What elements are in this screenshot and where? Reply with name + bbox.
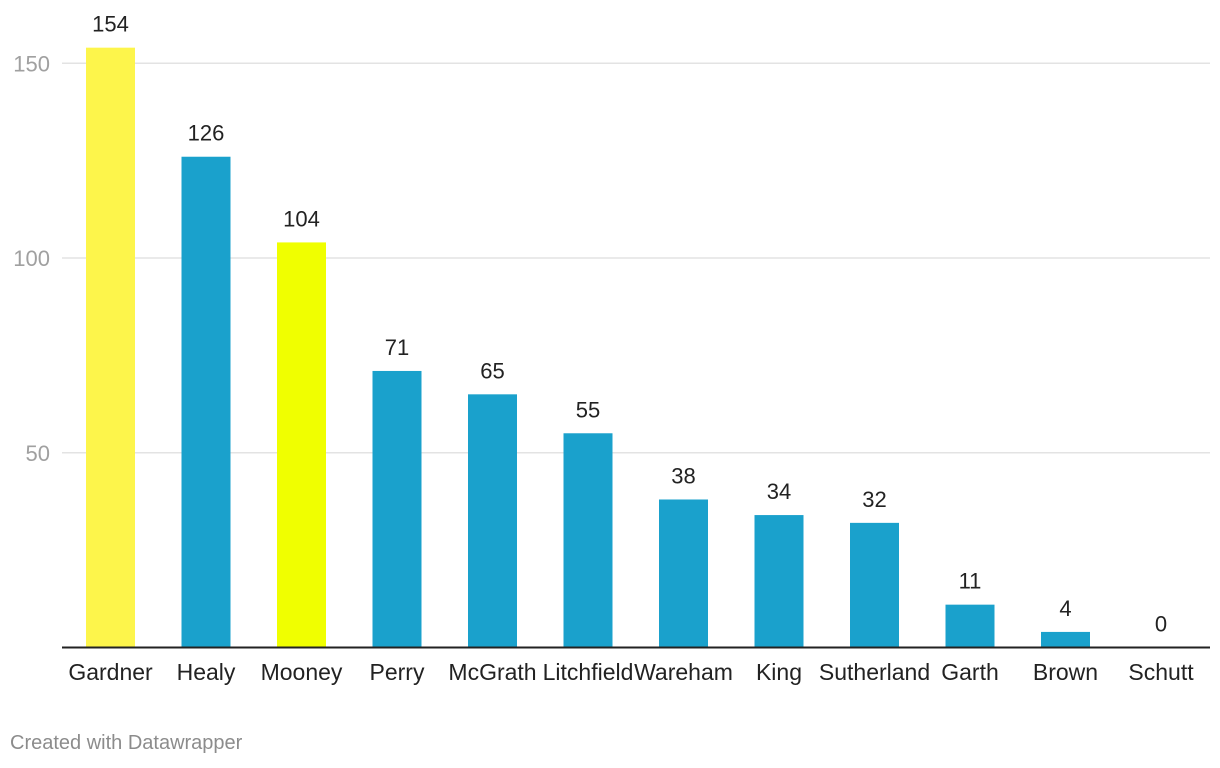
bar: [468, 394, 517, 648]
x-tick-label: King: [756, 659, 802, 685]
y-tick-label: 50: [26, 441, 50, 466]
bar-value-label: 0: [1155, 612, 1167, 637]
x-tick-label: Mooney: [261, 659, 343, 685]
bar: [850, 522, 899, 648]
bar: [277, 242, 326, 648]
credit-text: Created with Datawrapper: [10, 732, 243, 754]
bar-value-label: 55: [576, 397, 600, 422]
bar: [945, 604, 995, 648]
value-labels: 154 126 104 71 65 55 38 34 32 11 4 0: [92, 12, 1167, 637]
x-tick-label: Wareham: [634, 659, 733, 685]
bar-value-label: 154: [92, 12, 129, 37]
bar-value-label: 104: [283, 206, 320, 231]
x-tick-label: Healy: [177, 659, 236, 685]
bar: [372, 370, 422, 648]
bar-value-label: 65: [480, 358, 504, 383]
bar: [563, 433, 613, 648]
x-tick-label: Litchfield: [543, 659, 634, 685]
bar: [1041, 631, 1090, 648]
x-tick-label: Gardner: [68, 659, 153, 685]
bars: [86, 47, 1090, 648]
x-tick-label: Sutherland: [819, 659, 930, 685]
x-tick-label: Brown: [1033, 659, 1098, 685]
bar-value-label: 34: [767, 479, 791, 504]
y-tick-label: 150: [13, 51, 50, 76]
x-tick-label: McGrath: [448, 659, 536, 685]
bar-value-label: 32: [862, 487, 886, 512]
bar: [659, 499, 708, 648]
y-tick-label: 100: [13, 246, 50, 271]
bar-value-label: 11: [959, 569, 982, 594]
bar-value-label: 71: [385, 335, 409, 360]
bar-value-label: 126: [188, 121, 225, 146]
bar: [181, 156, 231, 648]
category-labels: Gardner Healy Mooney Perry McGrath Litchfield…: [68, 659, 1194, 685]
bar-chart: 50 100 150 154 126 104 71 65 55 38 34 32 11 4 0 Gardn…: [13, 12, 1210, 685]
x-tick-label: Perry: [370, 659, 425, 685]
bar-value-label: 38: [671, 463, 695, 488]
x-tick-label: Garth: [941, 659, 999, 685]
bar: [86, 47, 135, 648]
x-tick-label: Schutt: [1128, 659, 1194, 685]
bar-value-label: 4: [1059, 596, 1071, 621]
bar: [754, 515, 804, 648]
gridlines: 50 100 150: [13, 51, 1210, 466]
